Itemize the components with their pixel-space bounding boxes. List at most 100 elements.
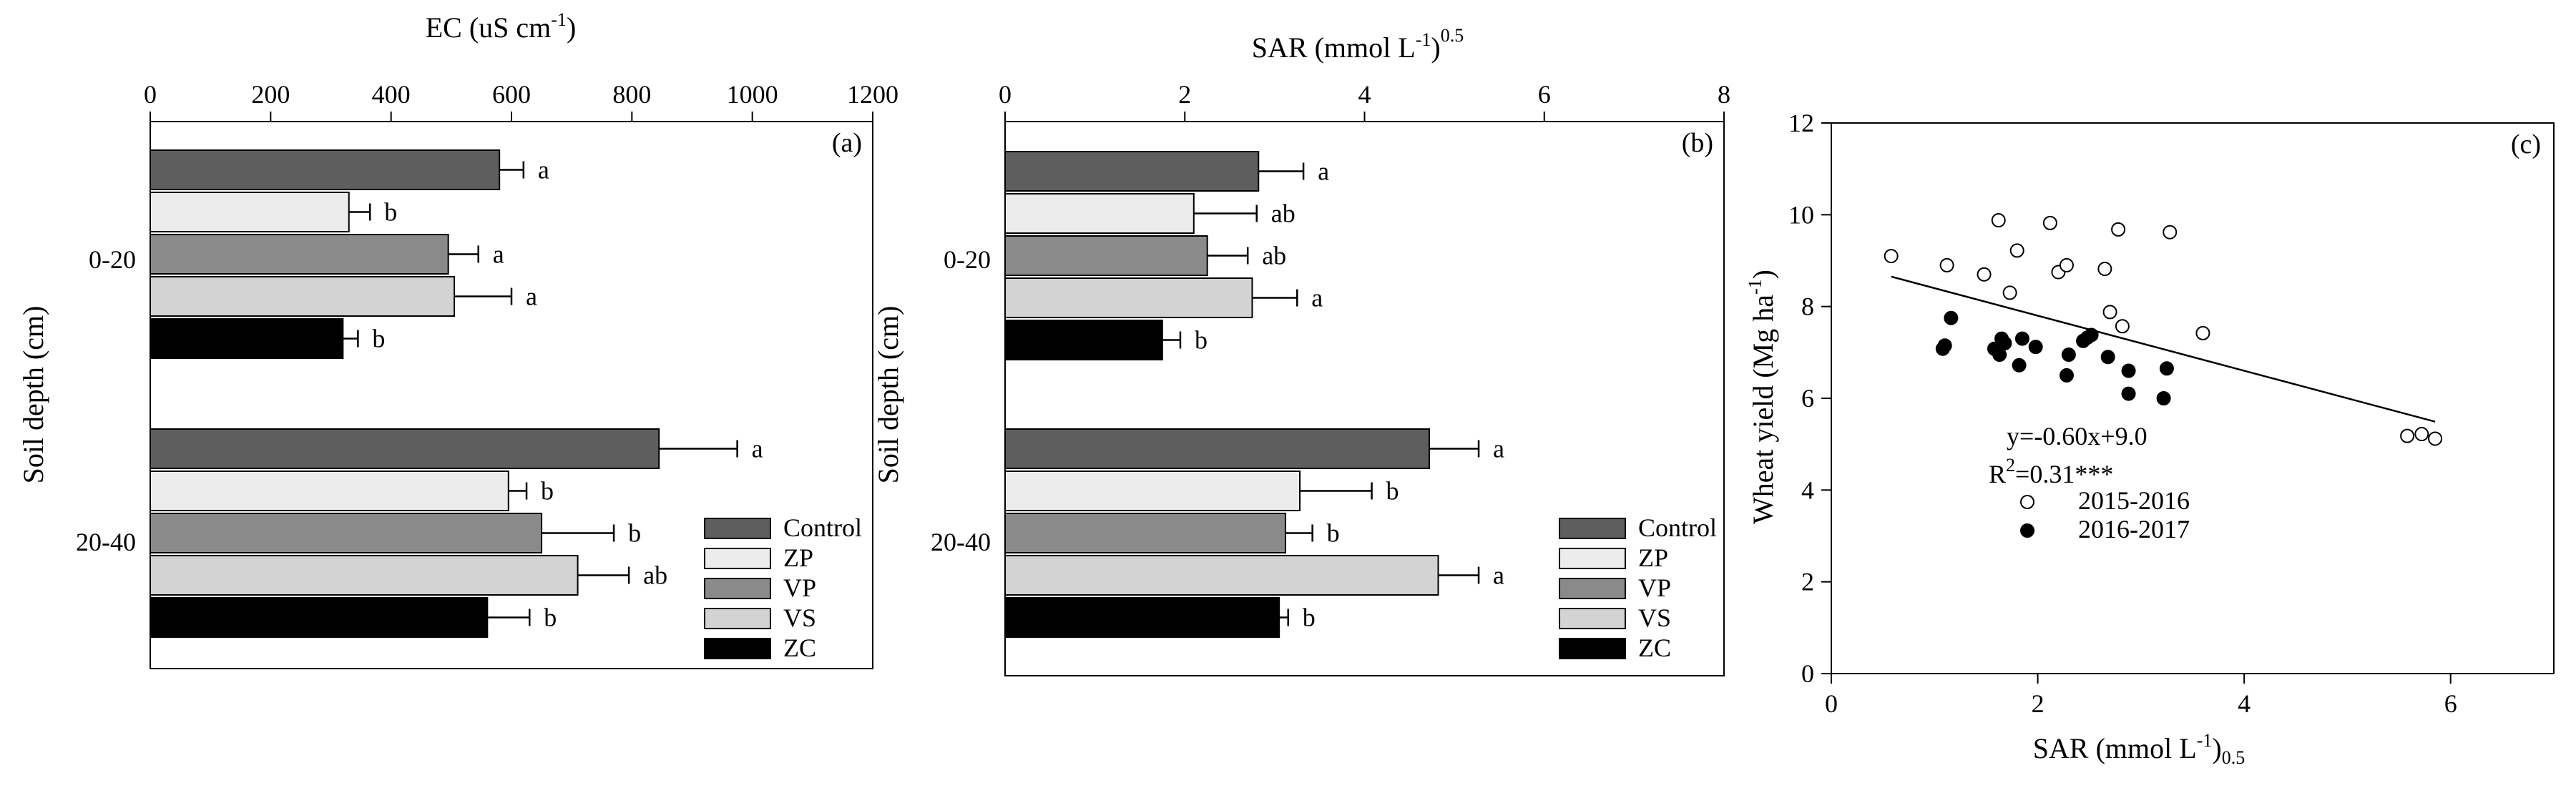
x-tick-label: 6 [1538, 80, 1551, 109]
panel-c-y-ticks: 0 2 4 6 8 10 12 [1788, 109, 1831, 688]
legend-swatch-vs [704, 608, 771, 629]
point-2015-2016 [2163, 225, 2178, 240]
panel-a-label: (a) [832, 128, 862, 158]
significance-letter: a [526, 282, 537, 311]
panel-c-x-ticks: 0 2 4 6 [1825, 674, 2457, 718]
legend-swatch-vp [704, 578, 771, 599]
panel-b-y-axis-title: Soil depth (cm) [872, 306, 904, 484]
legend-label: VS [783, 604, 816, 632]
panel-b: SAR (mmol L-1)0.5 (b) Soil depth (cm) 0 2… [872, 25, 1730, 676]
legend-label: ZP [1638, 543, 1668, 572]
point-2016-2017 [2014, 331, 2029, 346]
x-tick-label: 1000 [727, 80, 778, 109]
bar-zp-0-20 [150, 192, 350, 232]
significance-letter: a [1493, 435, 1504, 463]
y-tick-label: 12 [1788, 109, 1814, 137]
bar-zc-20-40 [1004, 597, 1280, 638]
bar-vp-0-20 [150, 234, 449, 275]
panel-c-label: (c) [2511, 129, 2541, 159]
bar-zc-0-20 [150, 318, 344, 359]
point-2016-2017 [2121, 386, 2136, 401]
bar-control-20-40 [150, 428, 660, 469]
x-tick-label: 4 [1358, 80, 1371, 109]
legend-label: VP [783, 573, 816, 602]
panel-b-category-label: 20-40 [931, 528, 991, 556]
regression-equation: y=-0.60x+9.0 [2007, 422, 2148, 450]
legend-swatch-vp [1559, 578, 1626, 599]
y-tick-label: 0 [1801, 659, 1814, 688]
bar-control-0-20 [1004, 151, 1260, 192]
y-tick-label: 4 [1801, 476, 1814, 504]
x-tick-label: 0 [1825, 689, 1838, 718]
x-tick-label: 2 [2032, 689, 2044, 718]
legend-label: VS [1638, 604, 1671, 632]
y-tick-label: 2 [1801, 568, 1814, 596]
regression-line [1891, 275, 2436, 423]
panel-c: (c) SAR (mmol L-1)0.5 Wheat yield (Mg ha… [1745, 109, 2555, 768]
significance-letter: b [1327, 519, 1340, 548]
significance-letter: b [372, 325, 385, 353]
significance-letter: b [541, 477, 554, 506]
significance-letter: b [384, 198, 397, 227]
significance-letter: a [1318, 157, 1329, 186]
x-tick-label: 4 [2238, 689, 2251, 718]
x-tick-label: 6 [2444, 689, 2457, 718]
bar-zc-0-20 [1004, 320, 1163, 360]
significance-letter: b [1386, 477, 1399, 506]
significance-letter: a [538, 156, 549, 184]
panel-c-regression [1891, 275, 2436, 423]
point-2015-2016 [2111, 222, 2126, 237]
legend-swatch-control [704, 518, 771, 539]
legend-swatch-zc [1559, 638, 1626, 659]
point-2016-2017 [2159, 361, 2174, 376]
x-tick-label: 2 [1178, 80, 1191, 109]
bar-vs-0-20 [150, 276, 456, 317]
x-tick-label: 8 [1718, 80, 1730, 109]
point-2015-2016 [1939, 257, 1954, 272]
point-2015-2016 [1991, 213, 2006, 228]
point-2016-2017 [2028, 340, 2043, 355]
legend-swatch-zp [1559, 548, 1626, 569]
point-2015-2016 [2400, 428, 2415, 443]
y-tick-label: 10 [1788, 200, 1814, 229]
point-2015-2016 [2414, 427, 2429, 442]
panel-b-category-labels: 0-20 20-40 [931, 245, 991, 556]
point-2015-2016 [1884, 249, 1899, 264]
panel-b-label: (b) [1682, 128, 1713, 158]
bar-control-0-20 [150, 149, 501, 190]
legend-label: ZP [783, 543, 813, 572]
point-2016-2017 [2012, 358, 2027, 373]
panel-a-category-label: 0-20 [89, 245, 136, 274]
bar-vs-0-20 [1004, 277, 1253, 318]
significance-letter: a [752, 435, 763, 463]
bar-zp-20-40 [150, 471, 509, 511]
significance-letter: b [628, 519, 641, 548]
point-2015-2016 [2042, 215, 2057, 230]
panel-c-y-axis-title: Wheat yield (Mg ha-1) [1745, 270, 1779, 524]
point-2016-2017 [2100, 350, 2115, 365]
legend-swatch-zc [704, 638, 771, 659]
significance-letter: a [1493, 561, 1504, 590]
bar-control-20-40 [1004, 428, 1430, 469]
legend-label: Control [783, 513, 862, 542]
significance-letter: ab [1262, 242, 1286, 270]
bar-zc-20-40 [150, 597, 489, 638]
x-tick-label: 0 [999, 80, 1012, 109]
point-2015-2016 [2102, 305, 2117, 320]
panel-b-x-ticks: 0 2 4 6 8 [999, 80, 1730, 122]
point-2016-2017 [2084, 327, 2099, 343]
legend-label: Control [1638, 513, 1717, 542]
point-2015-2016 [2115, 319, 2130, 334]
legend-swatch-zp [704, 548, 771, 569]
legend-label: 2016-2017 [2078, 515, 2190, 543]
panel-c-points [1884, 213, 2443, 446]
x-tick-label: 600 [492, 80, 531, 109]
legend-label: 2015-2016 [2078, 486, 2190, 515]
panel-c-x-axis-title: SAR (mmol L-1)0.5 [2033, 730, 2245, 768]
